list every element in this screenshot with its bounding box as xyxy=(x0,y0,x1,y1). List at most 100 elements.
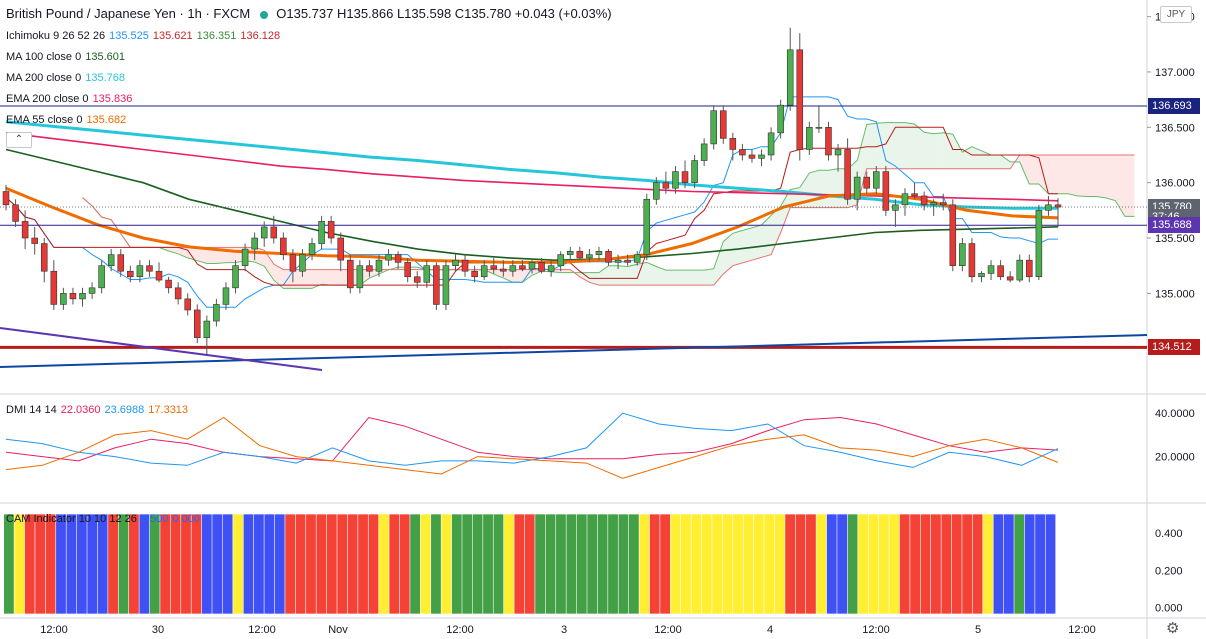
indicator-legend[interactable]: MA 100 close 0 135.601 xyxy=(6,51,125,63)
chart-title: British Pound / Japanese Yen · 1h · FXCM… xyxy=(6,6,612,21)
candle-body xyxy=(308,243,316,255)
cam-bar xyxy=(920,514,931,614)
indicator-legend[interactable]: MA 200 close 0 135.768 xyxy=(6,72,125,84)
cam-bar xyxy=(524,514,535,614)
cam-tick-label: 0.200 xyxy=(1155,565,1183,577)
dmi-line xyxy=(5,416,1059,479)
candle-body xyxy=(213,304,220,322)
cam-bar xyxy=(1045,514,1056,614)
candle-body xyxy=(461,259,469,272)
price-tick-label: 136.500 xyxy=(1155,122,1195,134)
ichimoku-cloud xyxy=(1048,154,1058,194)
candle-body xyxy=(882,171,890,211)
dmi-tick-label: 20.0000 xyxy=(1155,452,1195,464)
candle-body xyxy=(31,237,38,244)
candle-body xyxy=(710,110,717,145)
cam-bar xyxy=(483,514,493,614)
ichimoku-cloud xyxy=(895,122,905,169)
ichimoku-cloud xyxy=(799,172,810,208)
price-tag: 136.693 xyxy=(1148,97,1200,114)
cam-bar xyxy=(97,514,108,614)
cam-bar xyxy=(868,514,879,614)
candle-body xyxy=(691,160,698,183)
candle-body xyxy=(1016,259,1024,281)
candle-body xyxy=(834,149,842,156)
candle-body xyxy=(901,193,909,206)
cam-bar xyxy=(222,514,233,614)
cam-bar xyxy=(795,514,806,614)
cam-bar xyxy=(962,514,973,614)
cam-bar xyxy=(889,514,900,614)
cam-bar xyxy=(66,514,77,614)
cam-bar xyxy=(951,514,962,614)
candle-body xyxy=(337,237,344,261)
ichimoku-cloud xyxy=(493,269,504,279)
cam-bar xyxy=(368,514,379,614)
candle-body xyxy=(825,127,832,156)
candle-body xyxy=(1006,276,1014,281)
cam-bar xyxy=(493,514,504,614)
ichimoku-cloud xyxy=(818,170,829,208)
price-tag: 134.512 xyxy=(1148,339,1200,356)
cam-bar xyxy=(899,514,910,614)
settings-gear-icon[interactable]: ⚙ xyxy=(1166,620,1180,637)
ichimoku-cloud xyxy=(723,233,733,274)
cam-tick-label: 0.000 xyxy=(1155,603,1183,615)
candle-body xyxy=(471,270,478,278)
cam-bar xyxy=(878,514,889,614)
time-tick-label: 12:00 xyxy=(1068,624,1096,636)
candle-body xyxy=(968,243,976,278)
cam-bar xyxy=(451,514,462,614)
cam-bar xyxy=(462,514,473,614)
symbol-label: British Pound / Japanese Yen · 1h · FXCM xyxy=(6,6,251,21)
pane-legend[interactable]: DMI 14 14 22.0360 23.6988 17.3313 xyxy=(6,404,188,416)
cam-bar xyxy=(628,514,639,614)
candle-body xyxy=(174,287,182,300)
candle-body xyxy=(624,259,631,263)
cam-bar xyxy=(306,514,316,614)
ichimoku-cloud xyxy=(618,265,628,286)
cam-bar xyxy=(264,514,275,614)
candle-body xyxy=(60,293,67,305)
pane-value: 22.0360 xyxy=(60,404,101,416)
candle-body xyxy=(21,221,29,239)
trendline-purple xyxy=(0,327,323,371)
cam-bar xyxy=(14,514,25,614)
pane-value: 17.3313 xyxy=(148,404,189,416)
ichimoku-cloud xyxy=(665,270,676,286)
candle-body xyxy=(69,293,77,300)
cam-bar xyxy=(941,514,952,614)
candle-body xyxy=(184,298,191,311)
indicator-value: 135.621 xyxy=(152,30,193,42)
cam-bar xyxy=(326,514,337,614)
candle-body xyxy=(299,254,306,272)
candle-body xyxy=(930,202,937,206)
candle-body xyxy=(318,221,325,244)
cam-bar xyxy=(837,514,848,614)
indicator-label: MA 100 close 0 xyxy=(6,51,82,63)
candle-body xyxy=(758,154,765,159)
cam-bar xyxy=(1003,514,1014,614)
indicator-legend[interactable]: Ichimoku 9 26 52 26 135.525 135.621 136.351… xyxy=(6,30,280,42)
cam-bar xyxy=(1024,514,1035,614)
candle-body xyxy=(232,265,239,289)
cam-bar xyxy=(45,514,56,614)
indicator-value: 135.682 xyxy=(86,114,127,126)
collapse-legend-button[interactable]: ⌃ xyxy=(6,132,32,148)
candle-body xyxy=(949,204,957,266)
time-tick-label: 12:00 xyxy=(862,624,890,636)
candle-body xyxy=(433,265,440,305)
cam-bar xyxy=(1014,514,1025,614)
currency-button[interactable]: JPY xyxy=(1160,6,1192,23)
cam-bar xyxy=(764,514,775,614)
candle-body xyxy=(614,259,622,263)
candle-body xyxy=(366,265,373,272)
ichimoku-cloud xyxy=(168,247,179,254)
indicator-legend[interactable]: EMA 200 close 0 135.836 xyxy=(6,93,132,105)
candle-body xyxy=(863,176,870,189)
pane-legend[interactable]: CAM Indicator 10 10 12 26 0.500 0.000 xyxy=(6,513,200,525)
time-tick-label: 4 xyxy=(767,624,773,636)
indicator-legend[interactable]: EMA 55 close 0 135.682 xyxy=(6,114,126,126)
indicator-value: 135.768 xyxy=(85,72,125,84)
